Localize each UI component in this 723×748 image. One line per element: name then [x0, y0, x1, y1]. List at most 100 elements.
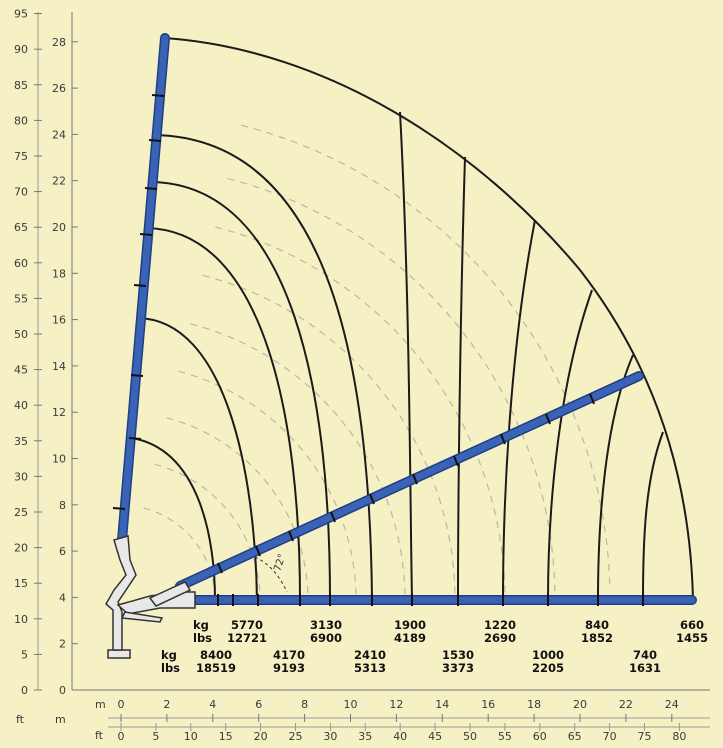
- m-axis-unit-label: m: [55, 713, 66, 726]
- row1-lbs-value: 4189: [394, 631, 426, 645]
- ft-axis-unit-label: ft: [16, 713, 25, 726]
- boom-joint: [412, 473, 418, 485]
- row2-lbs-value: 2205: [532, 661, 564, 675]
- boom-joint: [128, 437, 142, 440]
- left-ft-tick-label: 0: [21, 684, 28, 697]
- boom-joint: [217, 562, 223, 574]
- dashed-arc: [227, 177, 556, 592]
- left-m-tick-label: 12: [52, 406, 66, 419]
- row2-kg-label: kg: [161, 648, 177, 662]
- bottom-ft-ticks: 0 5 10 15 20 25 30 35 40 45 50 55 60 65 70 75 80: [118, 723, 686, 743]
- boom-joint: [453, 455, 459, 467]
- left-ft-tick-label: 55: [14, 292, 28, 305]
- bottom-ft-tick-label: 5: [152, 730, 159, 743]
- dashed-reach-arcs: [143, 124, 611, 599]
- bottom-ft-tick-label: 40: [393, 730, 407, 743]
- dashed-arc: [154, 463, 261, 598]
- bottom-ft-tick-label: 55: [498, 730, 512, 743]
- crane-angled-joint: [148, 581, 192, 607]
- left-ft-tick-label: 75: [14, 150, 28, 163]
- load-curve: [131, 437, 216, 601]
- left-m-tick-label: 24: [52, 128, 66, 141]
- boom-joint: [151, 94, 165, 97]
- left-m-tick-label: 26: [52, 82, 66, 95]
- boom-joint: [330, 511, 336, 523]
- bottom-ft-tick-label: 20: [254, 730, 268, 743]
- left-ft-tick-label: 65: [14, 221, 28, 234]
- row1-lbs-value: 1852: [581, 631, 613, 645]
- bottom-ft-tick-label: 75: [638, 730, 652, 743]
- load-curve: [155, 134, 373, 601]
- bottom-m-tick-label: 14: [435, 698, 449, 711]
- dashed-arc: [215, 226, 506, 593]
- row2-lbs-value: 18519: [196, 661, 236, 675]
- row1-lbs-value: 12721: [227, 631, 267, 645]
- angle-arc: [254, 556, 288, 593]
- row1-lbs-value: 2690: [484, 631, 516, 645]
- load-curve: [151, 181, 331, 601]
- angled-boom: [176, 372, 643, 590]
- left-ft-tick-label: 15: [14, 577, 28, 590]
- row2-kg-value: 2410: [354, 648, 386, 662]
- left-ft-ticks: 0 5 10 15 20 25 30 35 40 45 50 55 60 65 70 75 80 85 90 95: [14, 8, 42, 697]
- bottom-ft-tick-label: 45: [428, 730, 442, 743]
- left-ft-tick-label: 90: [14, 43, 28, 56]
- bottom-ft-tick-label: 30: [323, 730, 337, 743]
- row2-kg-value: 4170: [273, 648, 305, 662]
- row2-kg-value: 1000: [532, 648, 564, 662]
- bottom-ft-tick-label: 15: [219, 730, 233, 743]
- boom-joint: [255, 545, 261, 557]
- row2-lbs-label: lbs: [161, 661, 180, 675]
- bottom-m-ticks: 0 2 4 6 8 10 12 14 16 18 20 22 24: [118, 698, 679, 722]
- boom-joint: [148, 139, 162, 142]
- load-curve: [502, 219, 536, 601]
- row1-lbs-value: 6900: [310, 631, 342, 645]
- left-ft-tick-label: 30: [14, 470, 28, 483]
- left-m-tick-label: 0: [59, 684, 66, 697]
- bottom-m-tick-label: 4: [209, 698, 216, 711]
- bottom-m-tick-label: 22: [619, 698, 633, 711]
- row1-lbs-value: 1455: [676, 631, 708, 645]
- booms: [112, 33, 697, 606]
- left-ft-tick-label: 70: [14, 186, 28, 199]
- crane-base: [105, 535, 196, 659]
- left-m-tick-label: 6: [59, 545, 66, 558]
- boom-joints: [112, 94, 644, 606]
- left-m-tick-label: 28: [52, 36, 66, 49]
- boom-joint: [112, 507, 126, 510]
- left-m-tick-label: 2: [59, 638, 66, 651]
- bottom-m-tick-label: 0: [118, 698, 125, 711]
- bottom-ft-tick-label: 50: [463, 730, 477, 743]
- bottom-m-tick-label: 10: [344, 698, 358, 711]
- dashed-arc: [143, 507, 216, 599]
- row2-lbs-value: 9193: [273, 661, 305, 675]
- vertical-boom: [118, 34, 169, 544]
- dashed-arc: [241, 124, 611, 591]
- boom-joint: [589, 393, 595, 405]
- left-m-tick-label: 16: [52, 314, 66, 327]
- left-ft-tick-label: 50: [14, 328, 28, 341]
- bottom-m-tick-label: 2: [163, 698, 170, 711]
- bottom-m-tick-label: 18: [527, 698, 541, 711]
- load-curve: [457, 156, 466, 601]
- bottom-m-tick-label: 16: [481, 698, 495, 711]
- boom-joint: [144, 187, 158, 190]
- bottom-ft-tick-label: 60: [533, 730, 547, 743]
- crane-foot: [107, 649, 131, 659]
- row2-kg-value: 740: [633, 648, 657, 662]
- bottom-ft-tick-label: 25: [289, 730, 303, 743]
- boom-joint: [130, 374, 144, 377]
- crane-cylinder: [120, 611, 164, 623]
- left-ft-tick-label: 95: [14, 8, 28, 21]
- row1-kg-value: 1900: [394, 618, 426, 632]
- bottom-ft-unit-label: ft: [95, 729, 104, 742]
- row2-kg-value: 8400: [200, 648, 232, 662]
- row1-kg-value: 5770: [231, 618, 263, 632]
- bottom-ft-tick-label: 35: [358, 730, 372, 743]
- boom-joint: [369, 493, 375, 505]
- angle-label: 72°: [272, 553, 288, 573]
- boom-joint: [139, 233, 153, 236]
